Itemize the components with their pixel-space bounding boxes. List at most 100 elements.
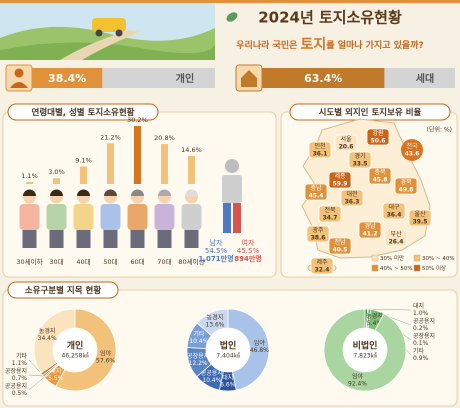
slice-label: 임야 [352,373,364,381]
region-name: 대구 [388,203,400,211]
leader-line [28,359,43,375]
region [340,189,364,207]
region-value: 41.2 [363,231,378,238]
leader-line [28,376,45,391]
slice-label: 기타 [413,347,425,355]
figure-hair [131,189,144,196]
bar-value-label: 14.6% [181,146,202,154]
region-name: 부산 [390,230,402,238]
leader-line [366,308,412,311]
x-tick-label: 30대 [49,258,63,266]
slice-value: 0.9% [413,355,429,362]
region-value: 40.5 [333,247,348,254]
donut-name: 법인 [220,340,237,352]
slice-label: 농경지 [207,313,224,321]
house-icon [241,70,257,87]
subtitle: 우리나라 국민은 토지를 얼마나 가지고 있을까? [236,37,423,53]
slice-label: 대지 [222,373,233,381]
region [318,205,342,223]
region [384,229,408,247]
title: 2024년 토지소유현황 [258,9,402,27]
gender-name: 여자 [242,238,255,247]
legend-label: 30% ~ 40% [422,256,455,262]
region [382,202,406,220]
slice-value: 0.5% [12,390,28,397]
slice-value: 1.1% [12,360,28,367]
region-badge [401,139,423,161]
slice-value: 0.2% [413,325,429,332]
slice-label: 임야 [100,350,112,358]
region-value: 32.4 [315,267,330,274]
region [368,167,392,185]
donut-slice [227,308,270,391]
legend-swatch [413,264,421,272]
bar [188,155,195,184]
region [334,134,358,152]
region-name: 경기 [354,152,365,160]
legend-swatch [371,264,379,272]
region-value: 50.6 [371,138,386,145]
region-name: 제주 [316,258,328,266]
slice-value: 10.4% [189,338,208,345]
region-name: 경북 [400,179,412,186]
map-outline [301,118,431,259]
figure-hair [158,189,171,196]
summary-bar [32,68,103,88]
region-value: 45.8 [373,177,388,184]
leaf-icon [226,12,238,22]
region-name: 전국 [406,142,418,150]
figure-body [181,204,202,230]
person-icon [10,82,28,88]
region-name: 전남 [334,238,346,246]
donut-name: 개인 [67,340,84,352]
slice-label: 공공용지 [413,317,435,325]
gender-name: 남자 [210,238,223,247]
x-tick-label: 40대 [76,258,90,266]
figure-body [154,204,175,230]
wheel [95,29,103,37]
slice-value: 1.0% [413,310,429,317]
bar-value-label: 20.8% [154,134,175,142]
slice-value: 0.7% [12,375,28,382]
slice-value: 5.5% [48,375,64,382]
gender-count: 894만명 [234,254,262,263]
slice-label: 공장용지 [5,367,27,375]
road [60,30,140,60]
figure-body [19,204,40,230]
region-value: 33.5 [353,161,368,168]
region-name: 전북 [324,206,336,214]
map-unit: (단위: %) [427,126,452,134]
region [310,257,334,275]
slice-label: 대지 [50,367,61,375]
region-value: 36.1 [313,151,328,158]
bar-value-label: 3.0% [48,168,65,176]
slice-value: 13.6% [205,321,224,328]
slice-label: 대지 [413,302,424,310]
x-tick-label: 70대 [157,258,171,266]
region-name: 세종 [334,172,346,180]
region-name: 대전 [346,190,357,198]
slice-label: 공장용지 [187,352,209,360]
figure-hair [104,189,117,196]
donut-total: 46,258㎢ [62,352,89,360]
slice-value: 57.6% [96,358,115,365]
region [306,225,330,243]
summary-bar [262,68,385,88]
region-value: 45.4 [309,193,324,200]
donut-slice [323,308,407,392]
gender-value: 45.5% [237,247,260,255]
top-stripe [0,0,460,3]
slice-label: 공장용지 [413,332,435,340]
slice-value: 12.2% [189,360,208,367]
slice-label: 농경지 [39,327,56,335]
region-value: 36.4 [387,212,402,219]
bar [80,166,87,184]
donut-slice [55,308,117,392]
region [328,171,352,189]
slice-value: 10.4% [202,377,221,384]
region-name: 인천 [314,142,325,150]
region-value: 20.6 [339,144,354,151]
donut-name: 비법인 [353,340,378,352]
region-name: 충남 [310,184,322,192]
